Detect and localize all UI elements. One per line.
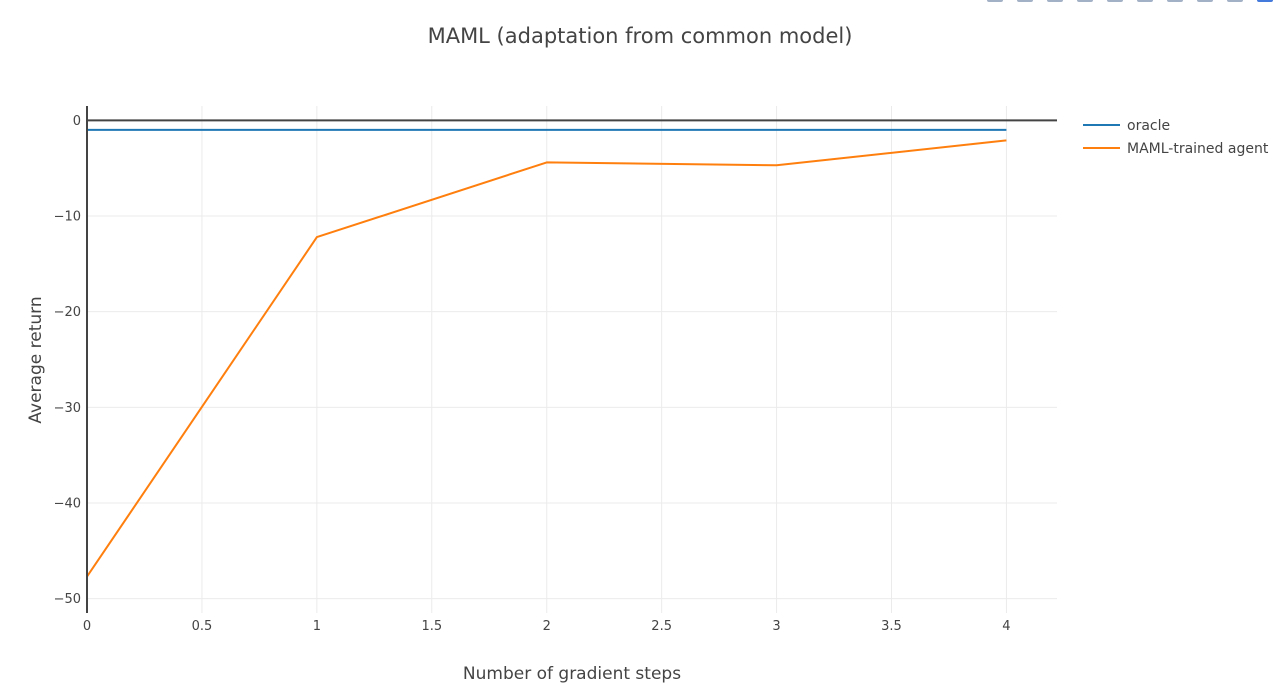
lasso-icon[interactable] — [1075, 0, 1095, 6]
box-select-icon[interactable] — [1045, 0, 1065, 6]
y-tick-label: −20 — [54, 305, 81, 320]
reset-axes-icon[interactable] — [1135, 0, 1155, 6]
x-tick-label: 3 — [772, 619, 780, 634]
plotly-logo-icon[interactable] — [1255, 0, 1275, 6]
x-tick-label: 3.5 — [881, 619, 902, 634]
legend-item[interactable]: oracle — [1083, 118, 1170, 134]
hover-compare-icon[interactable] — [1225, 0, 1245, 6]
y-tick-label: −10 — [54, 210, 81, 225]
x-axis-title: Number of gradient steps — [463, 664, 681, 684]
x-tick-label: 0 — [83, 619, 91, 634]
x-tick-label: 2 — [543, 619, 551, 634]
ticks-layer: 0 0.5 1 1.5 2 2.5 3 3.5 4 0 −10 −20 −30 −40 −50 — [54, 114, 1011, 634]
legend[interactable]: oracle MAML-trained agent — [1083, 118, 1269, 157]
chart-title: MAML (adaptation from common model) — [428, 24, 853, 48]
y-tick-label: −30 — [54, 401, 81, 416]
spike-lines-icon[interactable] — [1165, 0, 1185, 6]
zoom-icon[interactable] — [985, 0, 1005, 6]
legend-item[interactable]: MAML-trained agent — [1083, 141, 1269, 157]
x-tick-label: 4 — [1002, 619, 1010, 634]
x-tick-label: 1 — [313, 619, 321, 634]
y-tick-label: 0 — [73, 114, 81, 129]
y-axis-title: Average return — [26, 296, 46, 423]
pan-icon[interactable] — [1015, 0, 1035, 6]
x-tick-label: 0.5 — [192, 619, 213, 634]
series-line-maml-trained-agent — [86, 139, 1007, 578]
x-tick-label: 1.5 — [421, 619, 442, 634]
series-layer — [86, 128, 1007, 578]
modebar[interactable] — [985, 0, 1279, 8]
grid-layer — [87, 106, 1057, 613]
legend-label: oracle — [1127, 118, 1170, 134]
y-tick-label: −40 — [54, 496, 81, 511]
x-tick-label: 2.5 — [651, 619, 672, 634]
y-tick-label: −50 — [54, 592, 81, 607]
legend-label: MAML-trained agent — [1127, 141, 1269, 157]
hover-closest-icon[interactable] — [1195, 0, 1215, 6]
autoscale-icon[interactable] — [1105, 0, 1125, 6]
